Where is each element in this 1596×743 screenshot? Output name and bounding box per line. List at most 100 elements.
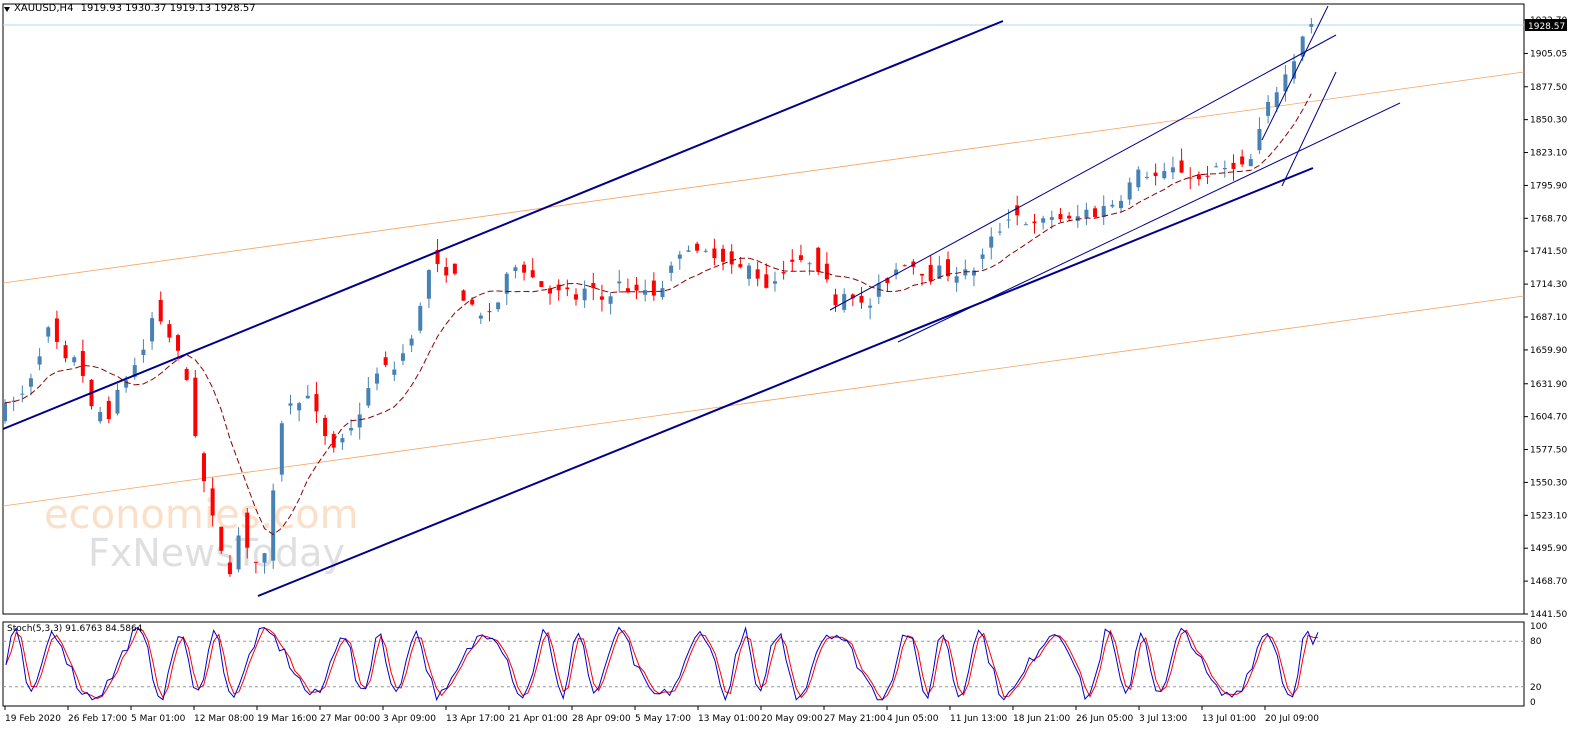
candle-body xyxy=(686,250,691,252)
y-tick-label: 1687.10 xyxy=(1530,313,1567,323)
candle-body xyxy=(573,294,578,300)
candle-body xyxy=(349,427,354,431)
candle-body xyxy=(1127,182,1132,200)
candle-body xyxy=(132,365,137,377)
candle-body xyxy=(1283,74,1288,92)
candle-body xyxy=(54,318,59,342)
candle-body xyxy=(1231,162,1236,169)
candle-body xyxy=(539,281,544,287)
candle-body xyxy=(1153,172,1158,177)
y-tick-label: 1714.30 xyxy=(1530,280,1567,290)
candle-body xyxy=(963,269,968,276)
y-tick-label: 1631.90 xyxy=(1530,380,1567,390)
x-tick-label: 13 Apr 17:00 xyxy=(446,714,505,724)
candle-body xyxy=(20,393,25,395)
candle-body xyxy=(409,338,414,346)
candle-body xyxy=(971,270,976,276)
candle-body xyxy=(305,395,310,399)
y-tick-label: 1495.90 xyxy=(1530,544,1567,554)
candle-body xyxy=(980,254,985,259)
fib-line-lower xyxy=(2,295,1525,507)
candle-body xyxy=(798,255,803,261)
candle-body xyxy=(1006,219,1011,221)
x-tick-label: 21 Apr 01:00 xyxy=(509,714,568,724)
candle-body xyxy=(366,388,371,406)
candle-body xyxy=(1049,217,1054,220)
candle-body xyxy=(72,357,77,363)
candle-body xyxy=(1214,166,1219,168)
candle-body xyxy=(158,300,163,322)
candle-body xyxy=(1032,221,1037,224)
candle-body xyxy=(1119,200,1124,209)
fib-line-upper xyxy=(2,71,1525,284)
y-tick-label: 1768.70 xyxy=(1530,214,1567,224)
candle-body xyxy=(703,250,708,252)
candle-body xyxy=(1162,171,1167,179)
candle-body xyxy=(1144,176,1149,178)
candle-body xyxy=(824,263,829,280)
candle-body xyxy=(712,248,717,259)
x-tick-label: 5 Mar 01:00 xyxy=(131,714,186,724)
candle-body xyxy=(46,327,51,337)
candle-body xyxy=(738,264,743,268)
candle-body xyxy=(997,231,1002,233)
candle-body xyxy=(435,249,440,264)
y-tick-label: 1905.05 xyxy=(1530,49,1567,59)
candle-body xyxy=(651,280,656,296)
candle-body xyxy=(124,380,129,388)
candle-body xyxy=(1266,102,1271,116)
stoch-main-line xyxy=(5,626,1319,702)
candle-body xyxy=(1084,209,1089,218)
x-tick-label: 19 Mar 16:00 xyxy=(257,714,317,724)
ohlc-label: 1919.93 1930.37 1919.13 1928.57 xyxy=(80,3,256,14)
stoch-title: Stoch(5,3,3) 91.6763 84.5864 xyxy=(7,624,143,634)
candle-body xyxy=(989,236,994,248)
candle-body xyxy=(920,273,925,276)
candle-body xyxy=(167,324,172,338)
candle-body xyxy=(1300,36,1305,57)
x-tick-label: 27 Mar 00:00 xyxy=(320,714,380,724)
y-tick-label: 1468.70 xyxy=(1530,577,1567,587)
candle-body xyxy=(747,265,752,279)
current-price-label: 1928.57 xyxy=(1528,22,1565,32)
candle-body xyxy=(323,417,328,436)
candle-body xyxy=(1196,174,1201,180)
x-tick-label: 12 Mar 08:00 xyxy=(194,714,254,724)
x-tick-label: 11 Jun 13:00 xyxy=(950,714,1007,724)
y-tick-label: 1577.50 xyxy=(1530,446,1567,456)
candle-body xyxy=(599,296,604,300)
candle-body xyxy=(271,490,276,561)
candle-body xyxy=(669,265,674,273)
candle-body xyxy=(565,287,570,290)
candle-body xyxy=(487,311,492,313)
candle-body xyxy=(504,273,509,294)
collapse-triangle-icon[interactable] xyxy=(4,7,10,12)
candle-body xyxy=(772,281,777,284)
candle-body xyxy=(513,267,518,272)
y-tick-label: 1523.10 xyxy=(1530,511,1567,521)
candle-body xyxy=(608,296,613,304)
candle-body xyxy=(902,265,907,267)
candle-body xyxy=(894,269,899,275)
candle-body xyxy=(582,288,587,301)
candle-body xyxy=(1188,177,1193,179)
trend-channel-line xyxy=(1261,5,1329,141)
candle-body xyxy=(729,251,734,265)
stoch-y-tick-label: 100 xyxy=(1530,622,1547,632)
candle-body xyxy=(28,378,33,387)
candle-body xyxy=(115,389,120,414)
candle-body xyxy=(945,259,950,277)
trend-channel-line xyxy=(897,102,1401,343)
candle-body xyxy=(184,369,189,380)
candle-body xyxy=(721,248,726,262)
candle-body xyxy=(781,272,786,274)
candle-body xyxy=(98,412,103,422)
candle-body xyxy=(695,243,700,251)
candle-body xyxy=(1041,218,1046,223)
candle-body xyxy=(357,414,362,428)
candle-body xyxy=(392,369,397,375)
candle-body xyxy=(1170,167,1175,173)
candle-body xyxy=(279,423,284,475)
candle-body xyxy=(80,350,85,376)
